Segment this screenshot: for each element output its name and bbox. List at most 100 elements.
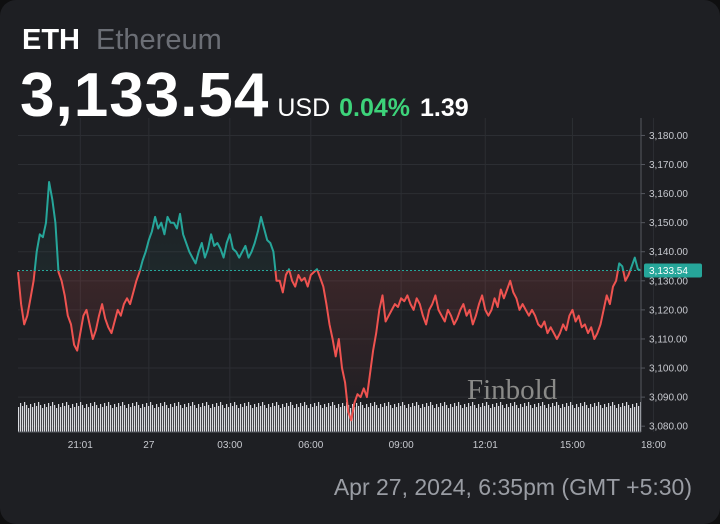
volume-bar	[366, 404, 368, 432]
volume-bar	[594, 403, 596, 432]
volume-bar	[82, 405, 84, 432]
volume-bar	[348, 405, 350, 432]
x-tick-label: 15:00	[560, 440, 585, 451]
volume-bar	[396, 407, 398, 432]
volume-bar	[46, 407, 48, 432]
volume-bar	[224, 408, 226, 432]
volume-bar	[214, 407, 216, 432]
volume-bar	[506, 404, 508, 432]
current-price: 3,133.54	[20, 61, 270, 130]
volume-bar	[498, 406, 500, 432]
volume-bar	[226, 404, 228, 432]
volume-bar	[38, 402, 40, 432]
volume-bar	[150, 402, 152, 432]
volume-bar	[610, 406, 612, 432]
price-line-down	[17, 270, 641, 422]
price-chart: 3,080.00 3,090.00 3,100.00 3,110.00 3,120.00…	[17, 118, 702, 451]
volume-bar	[434, 408, 436, 432]
volume-bar	[528, 402, 530, 432]
volume-bar	[510, 403, 512, 432]
volume-bar	[558, 405, 560, 432]
volume-bar	[358, 406, 360, 432]
volume-bar	[392, 408, 394, 432]
y-tick-label: 3,100.00	[649, 364, 688, 375]
volume-bar	[444, 402, 446, 432]
volume-bar	[246, 406, 248, 432]
volume-bar	[136, 402, 138, 432]
volume-bar	[58, 404, 60, 432]
volume-bar	[436, 404, 438, 432]
volume-bar	[608, 403, 610, 432]
volume-bar	[146, 403, 148, 432]
volume-bar	[202, 403, 204, 432]
volume-bar	[630, 408, 632, 432]
volume-bar	[192, 402, 194, 432]
volume-bar	[592, 407, 594, 432]
volume-bar	[452, 407, 454, 432]
volume-bar	[606, 407, 608, 432]
volume-bar	[34, 403, 36, 432]
volume-bar	[420, 408, 422, 432]
volume-bar	[194, 405, 196, 432]
volume-bar	[310, 404, 312, 432]
volume-bar	[266, 408, 268, 432]
volume-bar	[138, 405, 140, 432]
volume-bar	[176, 406, 178, 432]
volume-bar	[580, 403, 582, 432]
volume-bar	[216, 403, 218, 432]
volume-bar	[550, 407, 552, 432]
volume-bar	[76, 403, 78, 432]
volume-bar	[450, 404, 452, 432]
volume-bar	[362, 405, 364, 432]
volume-bar	[546, 408, 548, 432]
volume-bar	[300, 403, 302, 432]
volume-bar	[90, 403, 92, 432]
volume-bar	[522, 407, 524, 432]
volume-bar	[154, 408, 156, 432]
volume-bar	[338, 404, 340, 432]
volume-bar	[56, 408, 58, 432]
volume-bar	[474, 405, 476, 432]
last-price-tag: 3,133.54	[644, 263, 702, 278]
volume-bar	[456, 406, 458, 432]
volume-bar	[68, 405, 70, 432]
volume-bar	[96, 405, 98, 432]
volume-bar	[286, 403, 288, 432]
volume-bar	[144, 407, 146, 432]
volume-bar	[178, 402, 180, 432]
volume-bar	[236, 405, 238, 432]
volume-bar	[438, 407, 440, 432]
volume-bar	[334, 405, 336, 432]
area-above-baseline	[18, 182, 641, 271]
volume-bar	[470, 406, 472, 432]
volume-bar	[616, 408, 618, 432]
volume-bar	[332, 402, 334, 432]
volume-bar	[324, 404, 326, 432]
volume-bar	[22, 406, 24, 432]
volume-bar	[340, 407, 342, 432]
volume-bar	[298, 407, 300, 432]
volume-bar	[538, 403, 540, 432]
currency-label: USD	[277, 94, 331, 122]
volume-bar	[530, 405, 532, 432]
volume-bar	[488, 405, 490, 432]
volume-bar	[370, 403, 372, 432]
watermark: Finbold	[467, 374, 558, 406]
volume-bar	[524, 403, 526, 432]
volume-bar	[106, 406, 108, 432]
x-tick-label: 12:01	[473, 440, 498, 451]
volume-bar	[110, 405, 112, 432]
volume-bar	[536, 407, 538, 432]
volume-bar	[574, 408, 576, 432]
volume-bar	[28, 408, 30, 432]
volume-bar	[272, 403, 274, 432]
volume-bar	[240, 404, 242, 432]
last-price-label: 3,133.54	[649, 266, 688, 277]
volume-bar	[92, 406, 94, 432]
volume-bar	[454, 403, 456, 432]
volume-bar	[636, 403, 638, 432]
volume-bar	[244, 403, 246, 432]
volume-bar	[514, 402, 516, 432]
volume-bar	[282, 404, 284, 432]
volume-bar	[410, 407, 412, 432]
